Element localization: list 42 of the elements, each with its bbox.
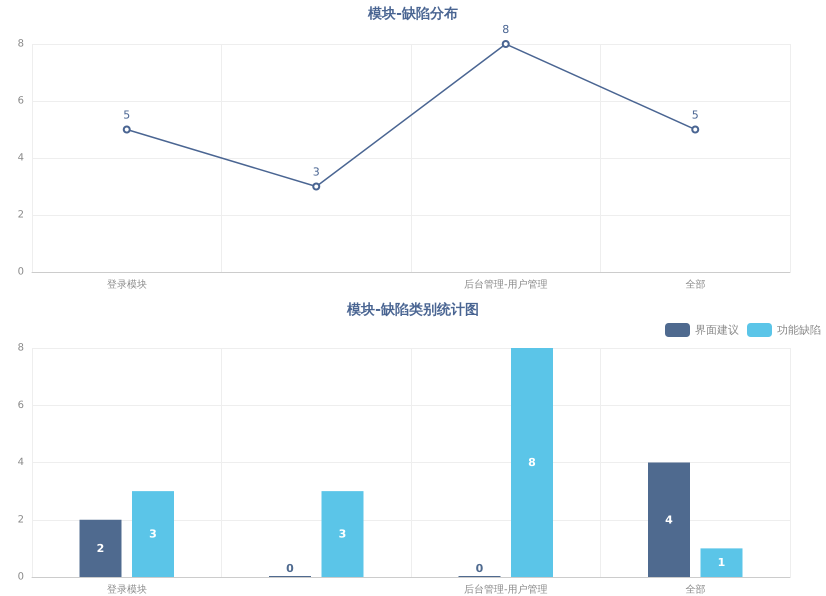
x-tick-label: 后台管理-用户管理 (464, 584, 548, 596)
data-label: 3 (338, 528, 346, 541)
point (122, 126, 131, 134)
bar (648, 462, 690, 577)
y-tick-label: 0 (18, 572, 24, 582)
chart-title: 模块-缺陷分布 (367, 6, 458, 22)
y-tick-label: 8 (18, 342, 24, 354)
y-tick-label: 6 (18, 96, 24, 106)
bar (80, 520, 122, 577)
data-label: 4 (665, 513, 674, 526)
data-label: 5 (692, 108, 699, 122)
y-tick-label: 4 (18, 152, 24, 164)
y-tick-label: 6 (18, 400, 24, 411)
x-tick-label: 登录模块 (106, 278, 147, 290)
data-label: 0 (476, 562, 484, 575)
bar (511, 348, 553, 577)
y-tick-label: 4 (18, 457, 24, 468)
y-tick-label: 2 (18, 514, 24, 526)
y-tick-label: 8 (18, 38, 24, 50)
legend-label: 功能缺陷 (777, 324, 821, 336)
x-tick-label: 后台管理-用户管理 (464, 278, 548, 290)
y-tick-label: 2 (18, 210, 24, 220)
x-tick-label: 全部 (685, 278, 706, 290)
point (691, 126, 700, 134)
legend-label: 界面建议 (695, 324, 739, 336)
data-label: 2 (96, 542, 104, 555)
chart-title: 模块-缺陷类别统计图 (346, 301, 479, 318)
data-label: 8 (528, 456, 536, 469)
data-label: 3 (312, 166, 320, 178)
data-label: 5 (123, 108, 130, 122)
data-label: 1 (718, 556, 726, 570)
bar (322, 491, 364, 577)
bar (700, 548, 742, 577)
x-tick-label: 全部 (685, 584, 706, 596)
bar (132, 491, 174, 577)
point (502, 40, 510, 48)
data-label: 0 (286, 562, 294, 575)
y-tick-label: 0 (18, 266, 24, 278)
data-label: 3 (149, 528, 157, 541)
point (312, 182, 320, 190)
x-tick-label: 登录模块 (106, 584, 147, 596)
data-label: 8 (502, 23, 510, 36)
